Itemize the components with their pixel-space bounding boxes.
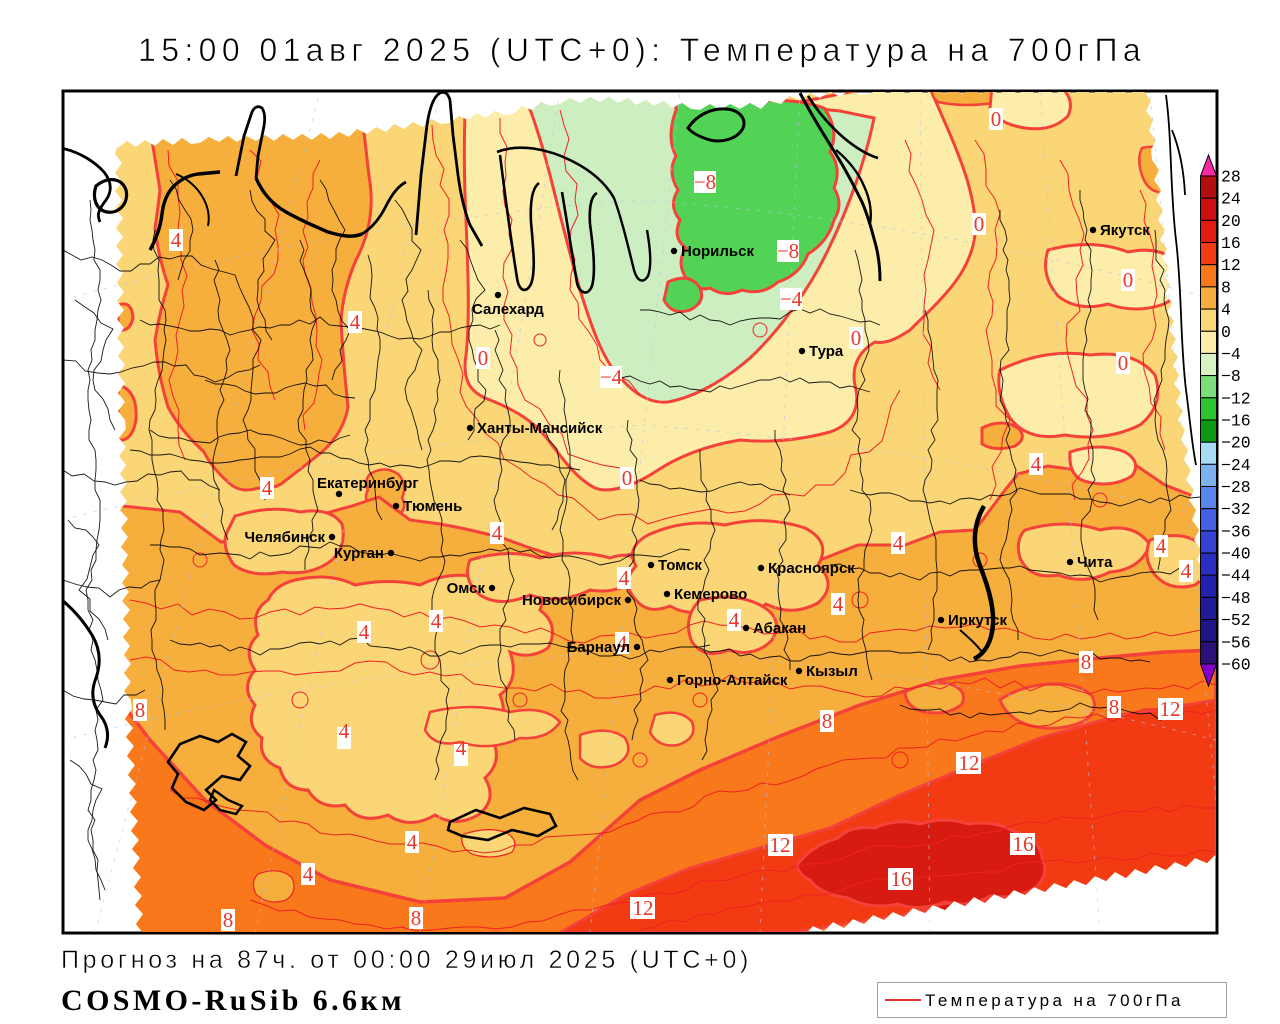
svg-text:0: 0	[851, 326, 862, 350]
svg-text:0: 0	[1123, 268, 1134, 292]
svg-text:Якутск: Якутск	[1100, 222, 1150, 239]
svg-text:8: 8	[411, 906, 422, 930]
svg-text:Ханты-Мансийск: Ханты-Мансийск	[477, 420, 603, 437]
svg-text:4: 4	[1221, 301, 1231, 320]
svg-text:−12: −12	[1221, 389, 1251, 408]
svg-text:4: 4	[303, 862, 314, 886]
svg-text:−52: −52	[1221, 611, 1251, 630]
svg-text:4: 4	[1031, 452, 1042, 476]
svg-text:Красноярск: Красноярск	[768, 560, 855, 577]
svg-text:4: 4	[619, 566, 630, 590]
svg-text:Салехард: Салехард	[472, 301, 544, 318]
svg-text:Челябинск: Челябинск	[244, 529, 325, 546]
svg-text:4: 4	[359, 620, 370, 644]
svg-text:4: 4	[893, 531, 904, 555]
svg-text:0: 0	[1221, 323, 1231, 342]
svg-text:4: 4	[431, 609, 442, 633]
svg-text:4: 4	[617, 631, 628, 655]
svg-text:16: 16	[1013, 832, 1034, 856]
svg-text:Екатеринбург: Екатеринбург	[317, 475, 419, 492]
svg-text:Тюмень: Тюмень	[403, 498, 462, 515]
svg-text:0: 0	[991, 107, 1002, 131]
svg-text:8: 8	[1081, 650, 1092, 674]
svg-text:12: 12	[633, 896, 654, 920]
svg-text:8: 8	[135, 698, 146, 722]
svg-text:−8: −8	[777, 239, 799, 263]
svg-text:−8: −8	[694, 170, 716, 194]
svg-text:0: 0	[974, 212, 985, 236]
svg-text:−60: −60	[1221, 656, 1251, 675]
svg-text:0: 0	[478, 346, 489, 370]
svg-text:28: 28	[1221, 168, 1241, 187]
svg-text:−16: −16	[1221, 412, 1251, 431]
svg-text:4: 4	[262, 476, 273, 500]
svg-text:Чита: Чита	[1077, 554, 1113, 571]
svg-text:−48: −48	[1221, 589, 1251, 608]
svg-text:8: 8	[822, 709, 833, 733]
svg-text:0: 0	[1118, 351, 1129, 375]
svg-text:Новосибирск: Новосибирск	[522, 592, 622, 609]
svg-text:Кемерово: Кемерово	[674, 586, 747, 603]
svg-text:−20: −20	[1221, 434, 1251, 453]
svg-text:−24: −24	[1221, 456, 1251, 475]
svg-text:Томск: Томск	[658, 557, 702, 574]
svg-text:4: 4	[171, 228, 182, 252]
svg-text:Омск: Омск	[447, 580, 486, 597]
svg-text:20: 20	[1221, 212, 1241, 231]
svg-text:8: 8	[1221, 278, 1231, 297]
svg-text:Иркутск: Иркутск	[948, 612, 1007, 629]
svg-text:4: 4	[492, 521, 503, 545]
svg-text:−4: −4	[1221, 345, 1241, 364]
svg-text:−4: −4	[780, 287, 803, 311]
svg-text:−8: −8	[1221, 367, 1241, 386]
svg-text:8: 8	[1109, 695, 1120, 719]
svg-text:Курган: Курган	[334, 545, 384, 562]
svg-text:−44: −44	[1221, 567, 1251, 586]
svg-text:12: 12	[1160, 697, 1181, 721]
svg-text:4: 4	[729, 608, 740, 632]
svg-text:4: 4	[407, 830, 418, 854]
svg-text:Барнаул: Барнаул	[567, 639, 630, 656]
svg-text:−4: −4	[600, 365, 623, 389]
svg-text:12: 12	[770, 833, 791, 857]
svg-text:24: 24	[1221, 190, 1241, 209]
svg-text:4: 4	[350, 310, 361, 334]
svg-text:Горно-Алтайск: Горно-Алтайск	[677, 672, 788, 689]
svg-text:Норильск: Норильск	[681, 243, 754, 260]
svg-text:−32: −32	[1221, 500, 1251, 519]
svg-text:Кызыл: Кызыл	[806, 663, 858, 680]
svg-text:8: 8	[223, 908, 234, 932]
svg-text:−56: −56	[1221, 633, 1251, 652]
svg-text:16: 16	[891, 867, 912, 891]
svg-text:0: 0	[622, 466, 633, 490]
svg-text:Абакан: Абакан	[753, 620, 806, 637]
svg-text:4: 4	[456, 736, 467, 760]
svg-text:−36: −36	[1221, 522, 1251, 541]
svg-text:12: 12	[1221, 256, 1241, 275]
svg-text:4: 4	[833, 592, 844, 616]
svg-text:4: 4	[1181, 559, 1192, 583]
svg-text:−40: −40	[1221, 545, 1251, 564]
svg-text:4: 4	[339, 719, 350, 743]
svg-text:4: 4	[1156, 534, 1167, 558]
svg-text:12: 12	[959, 751, 980, 775]
svg-text:Тура: Тура	[809, 343, 844, 360]
svg-text:−28: −28	[1221, 478, 1251, 497]
svg-text:16: 16	[1221, 234, 1241, 253]
